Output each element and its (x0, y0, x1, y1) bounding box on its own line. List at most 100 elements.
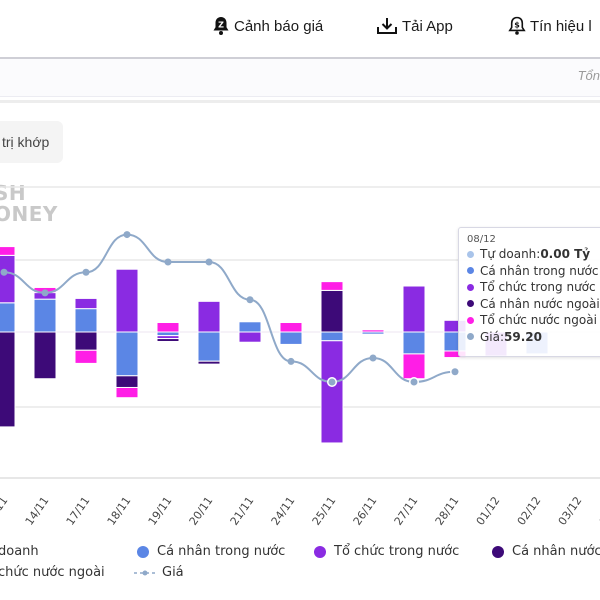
x-axis-ticks: 13/11 14/11 17/11 18/11 19/11 20/11 21/11 24/11… (0, 494, 600, 527)
legend-line-icon (134, 567, 156, 579)
legend-item-price[interactable]: Giá (134, 565, 184, 580)
legend-item-foreign-institution[interactable]: chức nước ngoài (0, 565, 105, 580)
tooltip-label: Giá: (480, 329, 505, 344)
tooltip-label: Cá nhân trong nước (480, 263, 599, 278)
legend-label: chức nước ngoài (0, 565, 105, 580)
tooltip-row: Giá: 59.20 (467, 329, 600, 346)
bar-segment (197, 300, 221, 333)
legend-item-domestic-institution[interactable]: Tổ chức trong nước (314, 544, 459, 559)
x-tick-label: 14/11 (23, 494, 52, 527)
chart-legend: doanh Cá nhân trong nước Tổ chức trong n… (0, 540, 600, 600)
x-tick-label: 17/11 (64, 494, 93, 527)
price-point (82, 268, 90, 276)
tooltip-row: Cá nhân nước ngoài (467, 296, 600, 313)
legend-item-domestic-individual[interactable]: Cá nhân trong nước (137, 544, 285, 559)
bar-segment (74, 308, 98, 333)
bar-segment (33, 331, 57, 380)
header-divider (0, 57, 600, 59)
price-alert-button[interactable]: Z Cảnh báo giá (212, 16, 323, 36)
bar-segment (320, 281, 344, 291)
sub-header-bar: Tổn (0, 59, 600, 97)
bar-segment (402, 285, 426, 333)
legend-label: Tổ chức trong nước (334, 544, 460, 559)
legend-label: Cá nhân trong nước (157, 544, 286, 559)
legend-dot-icon (492, 545, 504, 558)
price-line-path (3, 233, 456, 384)
price-point (287, 357, 295, 365)
legend-dot-icon (137, 545, 149, 558)
tooltip-row: Tổ chức trong nước (467, 279, 600, 296)
tooltip-dot-icon (467, 316, 474, 324)
bar-segment (115, 375, 139, 388)
legend-label: Giá (162, 565, 184, 580)
x-tick-label: 01/12 (474, 494, 503, 527)
download-app-label: Tải App (402, 17, 453, 35)
legend-label: doanh (0, 544, 39, 559)
legend-item-proprietary[interactable]: doanh (0, 544, 39, 559)
bar-segment (0, 302, 16, 333)
tooltip-dot-icon (467, 300, 474, 308)
x-tick-label: 02/12 (515, 494, 544, 527)
tooltip-row: Cá nhân trong nước (467, 263, 600, 280)
x-tick-label: 25/11 (310, 494, 339, 527)
tooltip-label: Tổ chức nước ngoài (480, 313, 597, 328)
bell-dollar-icon: $ (508, 16, 526, 36)
x-tick-label: 18/11 (105, 494, 134, 527)
bar-segment (279, 331, 303, 345)
price-point (0, 268, 8, 276)
x-tick-label: 13/11 (0, 494, 10, 527)
bar-segment (361, 329, 385, 333)
svg-text:$: $ (514, 21, 520, 30)
price-point (451, 368, 459, 376)
price-point (205, 258, 213, 266)
price-alert-label: Cảnh báo giá (234, 17, 324, 35)
price-point (123, 231, 131, 239)
tooltip-row: Tự doanh: 0.00 Tỷ (467, 246, 600, 263)
bar-segment (238, 321, 262, 333)
legend-dot-icon (314, 545, 326, 558)
tab-match-value[interactable]: trị khớp (0, 121, 64, 163)
legend-label: Cá nhân nước (512, 544, 600, 559)
legend-item-foreign-individual[interactable]: Cá nhân nước (492, 544, 600, 559)
x-tick-label: 19/11 (146, 494, 175, 527)
summary-text: Tổn (577, 68, 600, 83)
bar-segment (320, 340, 344, 444)
tooltip-dot-icon (467, 283, 474, 291)
download-icon (376, 16, 398, 36)
tooltip-dot-icon (467, 267, 474, 275)
bar-segment (320, 331, 344, 342)
download-app-button[interactable]: Tải App (376, 16, 453, 36)
chart-tooltip: 08/12 Tự doanh: 0.00 Tỷ Cá nhân trong nướ… (458, 227, 600, 357)
bar-segment (0, 254, 16, 304)
bar-segment (74, 349, 98, 364)
price-line (0, 231, 460, 387)
bar-segment (115, 386, 139, 399)
tooltip-dot-icon (467, 250, 474, 258)
bar-segment (156, 331, 180, 337)
x-tick-label: 04/12 (597, 494, 600, 527)
tooltip-dot-icon (467, 333, 474, 341)
bar-segment (74, 297, 98, 310)
tab-match-value-label: trị khớp (2, 134, 50, 150)
signal-button[interactable]: $ Tín hiệu l (508, 16, 592, 36)
bell-alert-icon: Z (212, 16, 230, 36)
x-tick-label: 27/11 (392, 494, 421, 527)
price-point (41, 289, 49, 297)
x-tick-label: 28/11 (433, 494, 462, 527)
x-tick-label: 03/12 (556, 494, 585, 527)
tooltip-value: 59.20 (504, 329, 542, 344)
bar-segment (74, 331, 98, 351)
bar-segment (0, 331, 16, 428)
bar-segment (197, 331, 221, 362)
top-navigation-bar: Z Cảnh báo giá Tải App $ Tín hiệu l (0, 0, 600, 57)
tooltip-label: Tự doanh: (480, 247, 541, 262)
signal-label: Tín hiệu l (530, 17, 592, 35)
svg-text:Z: Z (218, 21, 224, 30)
bar-segment (238, 331, 262, 343)
tooltip-label: Cá nhân nước ngoài (480, 296, 600, 311)
price-point (164, 258, 172, 266)
price-point (246, 296, 254, 304)
bar-segment (402, 353, 426, 380)
bar-segment (156, 338, 180, 342)
tooltip-row: Tổ chức nước ngoài (467, 312, 600, 329)
